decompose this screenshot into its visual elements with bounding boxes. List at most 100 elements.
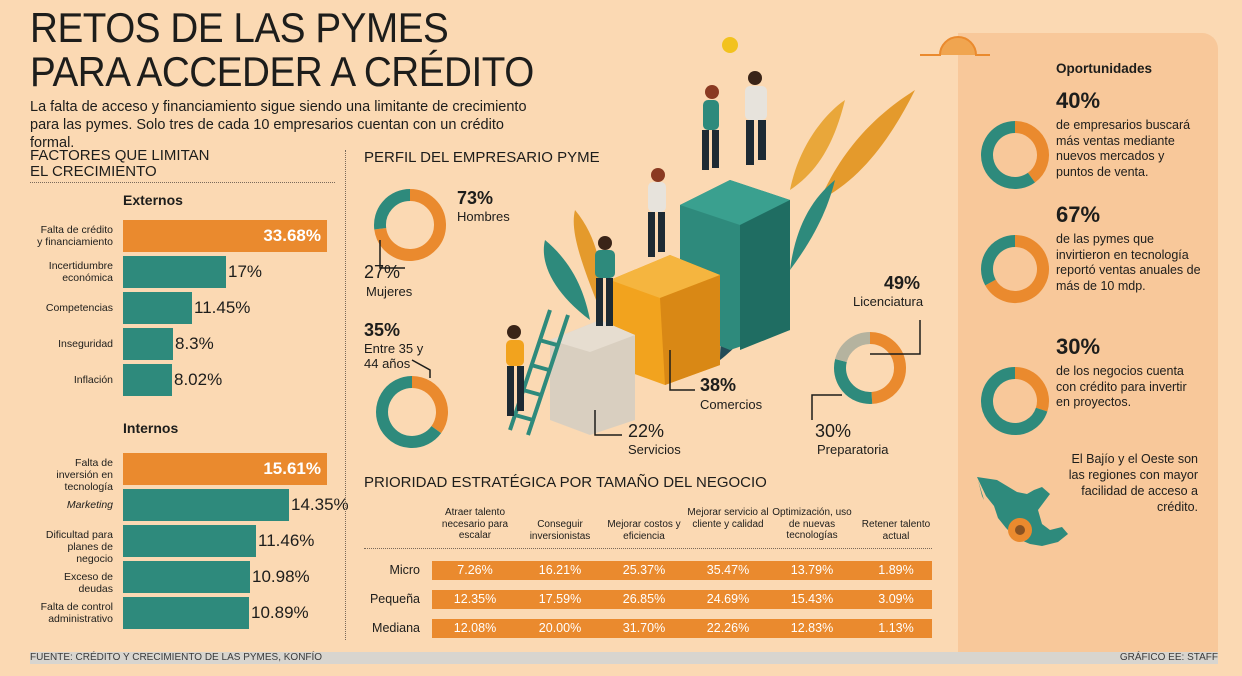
table-cell: 20.00% — [538, 621, 582, 635]
donut-segment — [1014, 121, 1049, 183]
opportunity-pct: 67% — [1056, 202, 1101, 227]
donut-segment — [1014, 367, 1049, 412]
comercios-label: Comercios — [700, 397, 763, 412]
person-lightbulb-icon — [722, 37, 767, 165]
table-cell: 3.09% — [878, 592, 914, 606]
bar-category-label: Dificultad para planes de negocio — [45, 529, 113, 565]
comercios-pct: 38% — [700, 375, 737, 395]
factors-heading: FACTORES QUE LIMITAN EL CRECIMIENTO — [30, 148, 209, 180]
mexico-map-icon — [977, 477, 1068, 546]
opportunity-text: de los negocios cuenta con crédito para … — [1056, 364, 1187, 409]
age-label-line-1: Entre 35 y — [364, 341, 424, 356]
person-standing-icon — [595, 236, 615, 326]
small-cube — [550, 320, 635, 435]
table-cell: 12.08% — [453, 621, 497, 635]
table-cell: 22.26% — [706, 621, 750, 635]
footer: FUENTE: CRÉDITO Y CRECIMIENTO DE LAS PYM… — [30, 652, 1218, 664]
lightbulb-icon — [722, 37, 738, 53]
table-cell: 7.26% — [457, 563, 493, 577]
bar-category-label: Competencias — [45, 302, 113, 314]
table-cell: 1.89% — [878, 563, 914, 577]
region-text: El Bajío y el Oeste son las regiones con… — [1068, 452, 1198, 514]
opportunity-pct: 30% — [1056, 334, 1101, 359]
table-cell: 13.79% — [790, 563, 834, 577]
opportunity-text: de las pymes que invirtieron en tecnolog… — [1056, 232, 1201, 293]
table-row-label: Mediana — [372, 621, 420, 635]
person-jumping-icon — [702, 85, 719, 170]
bar-value-label: 11.45% — [194, 298, 251, 317]
tall-cube-side — [740, 200, 790, 350]
leaf-icon — [543, 240, 590, 320]
mid-cube-top — [610, 255, 720, 298]
licenciatura-label: Licenciatura — [853, 294, 924, 309]
priority-heading: PRIORIDAD ESTRATÉGICA POR TAMAÑO DEL NEG… — [364, 474, 767, 491]
table-cell: 12.83% — [790, 621, 834, 635]
table-cell: 12.35% — [453, 592, 497, 606]
table-row-label: Micro — [389, 563, 420, 577]
donut-segment — [411, 376, 448, 434]
table-column-header: Retener talento actual — [861, 519, 931, 542]
servicios-label: Servicios — [628, 442, 681, 457]
table-column-header: Conseguir inversionistas — [529, 519, 591, 542]
bar — [123, 256, 226, 288]
table-cell: 17.59% — [538, 592, 582, 606]
donut-segment — [985, 235, 1049, 303]
bar-category-label: Falta de control administrativo — [40, 601, 113, 625]
bar — [123, 489, 289, 521]
preparatoria-label: Preparatoria — [817, 442, 889, 457]
bar-category-label: Marketing — [66, 499, 113, 511]
donut-segment — [835, 332, 871, 363]
bar-category-label: Falta de inversión en tecnología — [56, 457, 113, 493]
title-line-2: PARA ACCEDER A CRÉDITO — [30, 48, 534, 95]
table-row — [432, 619, 932, 638]
bar-value-label: 8.02% — [174, 370, 223, 389]
profile-heading: PERFIL DEL EMPRESARIO PYME — [364, 149, 600, 166]
donut-segment — [834, 359, 873, 404]
bar — [123, 597, 249, 629]
donut-segment — [374, 189, 411, 230]
opportunity-pct: 40% — [1056, 88, 1101, 113]
donut-segment — [981, 235, 1016, 286]
bar-category-label: Incertidumbre económica — [48, 260, 113, 284]
bar-value-label: 33.68% — [263, 226, 321, 245]
small-cube-top — [550, 320, 635, 352]
hombres-pct: 73% — [457, 188, 494, 208]
table-row — [432, 561, 932, 580]
bar-value-label: 10.89% — [251, 603, 309, 622]
externos-heading: Externos — [123, 192, 183, 208]
bar-value-label: 14.35% — [291, 495, 349, 514]
table-cell: 26.85% — [622, 592, 666, 606]
table-divider — [364, 548, 932, 549]
table-cell: 25.37% — [622, 563, 666, 577]
business-growth-illustration — [506, 37, 915, 436]
gender-donut — [374, 189, 446, 261]
donut-segment — [376, 376, 442, 448]
bar — [123, 292, 192, 324]
age-pct: 35% — [364, 320, 401, 340]
person-woman-icon — [648, 168, 666, 257]
leaf-icon — [790, 180, 835, 270]
table-cell: 24.69% — [706, 592, 750, 606]
education-donut — [834, 332, 906, 404]
footer-source: FUENTE: CRÉDITO Y CRECIMIENTO DE LAS PYM… — [30, 652, 323, 663]
table-column-header: Mejorar costos y eficiencia — [607, 519, 681, 542]
bar-value-label: 17% — [228, 262, 263, 281]
bar — [123, 328, 173, 360]
bar-value-label: 8.3% — [175, 334, 214, 353]
column-divider — [345, 150, 346, 640]
factors-heading-line-1: FACTORES QUE LIMITAN — [30, 147, 210, 164]
bar-category-label: Inflación — [73, 374, 113, 386]
bar — [123, 364, 172, 396]
bar — [123, 453, 327, 485]
opportunity-donut — [981, 367, 1049, 435]
table-cell: 16.21% — [538, 563, 582, 577]
table-column-header: Atraer talento necesario para escalar — [441, 507, 509, 541]
table-row — [432, 590, 932, 609]
internos-heading: Internos — [123, 420, 179, 436]
bar — [123, 525, 256, 557]
bar-category-label: Exceso de deudas — [63, 571, 113, 595]
opportunities-heading: Oportunidades — [1056, 61, 1153, 76]
person-climbing-icon — [506, 325, 524, 416]
preparatoria-pct: 30% — [815, 421, 852, 441]
donut-segment — [981, 367, 1048, 435]
